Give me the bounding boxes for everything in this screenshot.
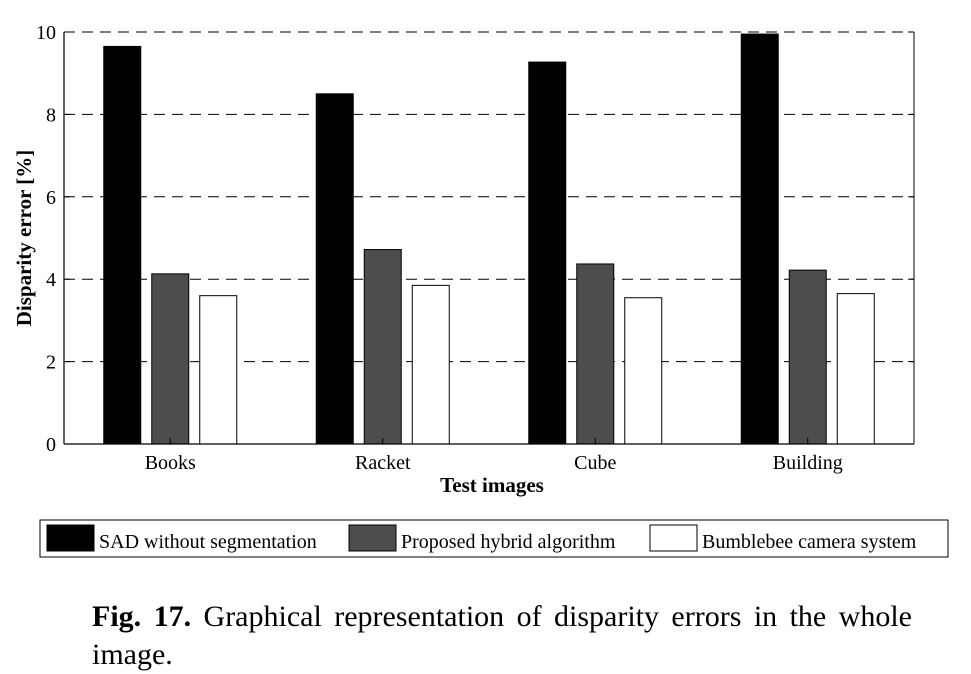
- legend-label: Bumblebee camera system: [702, 531, 917, 553]
- bar: [315, 93, 354, 445]
- legend: SAD without segmentation Proposed hybrid …: [39, 519, 949, 558]
- x-tick-label: Cube: [574, 452, 616, 474]
- bar: [528, 61, 567, 445]
- x-tick-label: Building: [773, 452, 843, 474]
- bars: [103, 33, 875, 445]
- bar: [411, 284, 450, 445]
- bar: [576, 263, 615, 445]
- figure-caption: Fig. 17. Graphical representation of dis…: [92, 598, 912, 674]
- x-tick-label: Racket: [355, 452, 411, 474]
- y-tick-label: 0: [46, 434, 56, 456]
- legend-swatch: [46, 524, 95, 552]
- bar: [151, 273, 190, 445]
- axes: 0 2 4 6 8 10 Books Racket Cube Building: [36, 22, 915, 474]
- y-tick-label: 2: [46, 352, 56, 374]
- grid-lines: [64, 31, 914, 363]
- legend-box: [39, 519, 949, 558]
- y-tick-label: 6: [46, 187, 56, 209]
- y-tick-label: 8: [46, 104, 56, 126]
- bar-chart: 0 2 4 6 8 10 Books Racket Cube Building Test imag…: [12, 22, 949, 558]
- bar: [103, 45, 142, 445]
- y-tick-label: 4: [46, 269, 56, 291]
- bar: [624, 297, 663, 445]
- bar: [199, 295, 238, 445]
- legend-label: SAD without segmentation: [99, 531, 317, 553]
- x-axis-title: Test images: [440, 473, 544, 497]
- legend-label: Proposed hybrid algorithm: [401, 531, 616, 553]
- bar: [740, 33, 779, 445]
- caption-label: Fig. 17.: [92, 600, 192, 633]
- legend-swatch: [649, 524, 698, 552]
- y-tick-label: 10: [36, 22, 56, 44]
- legend-swatch: [348, 524, 397, 552]
- bar: [788, 269, 827, 445]
- y-axis-title: Disparity error [%]: [12, 150, 36, 327]
- caption-text: Graphical representation of disparity er…: [92, 600, 912, 671]
- bar: [363, 249, 402, 445]
- x-tick-label: Books: [145, 452, 196, 474]
- bar: [836, 293, 875, 445]
